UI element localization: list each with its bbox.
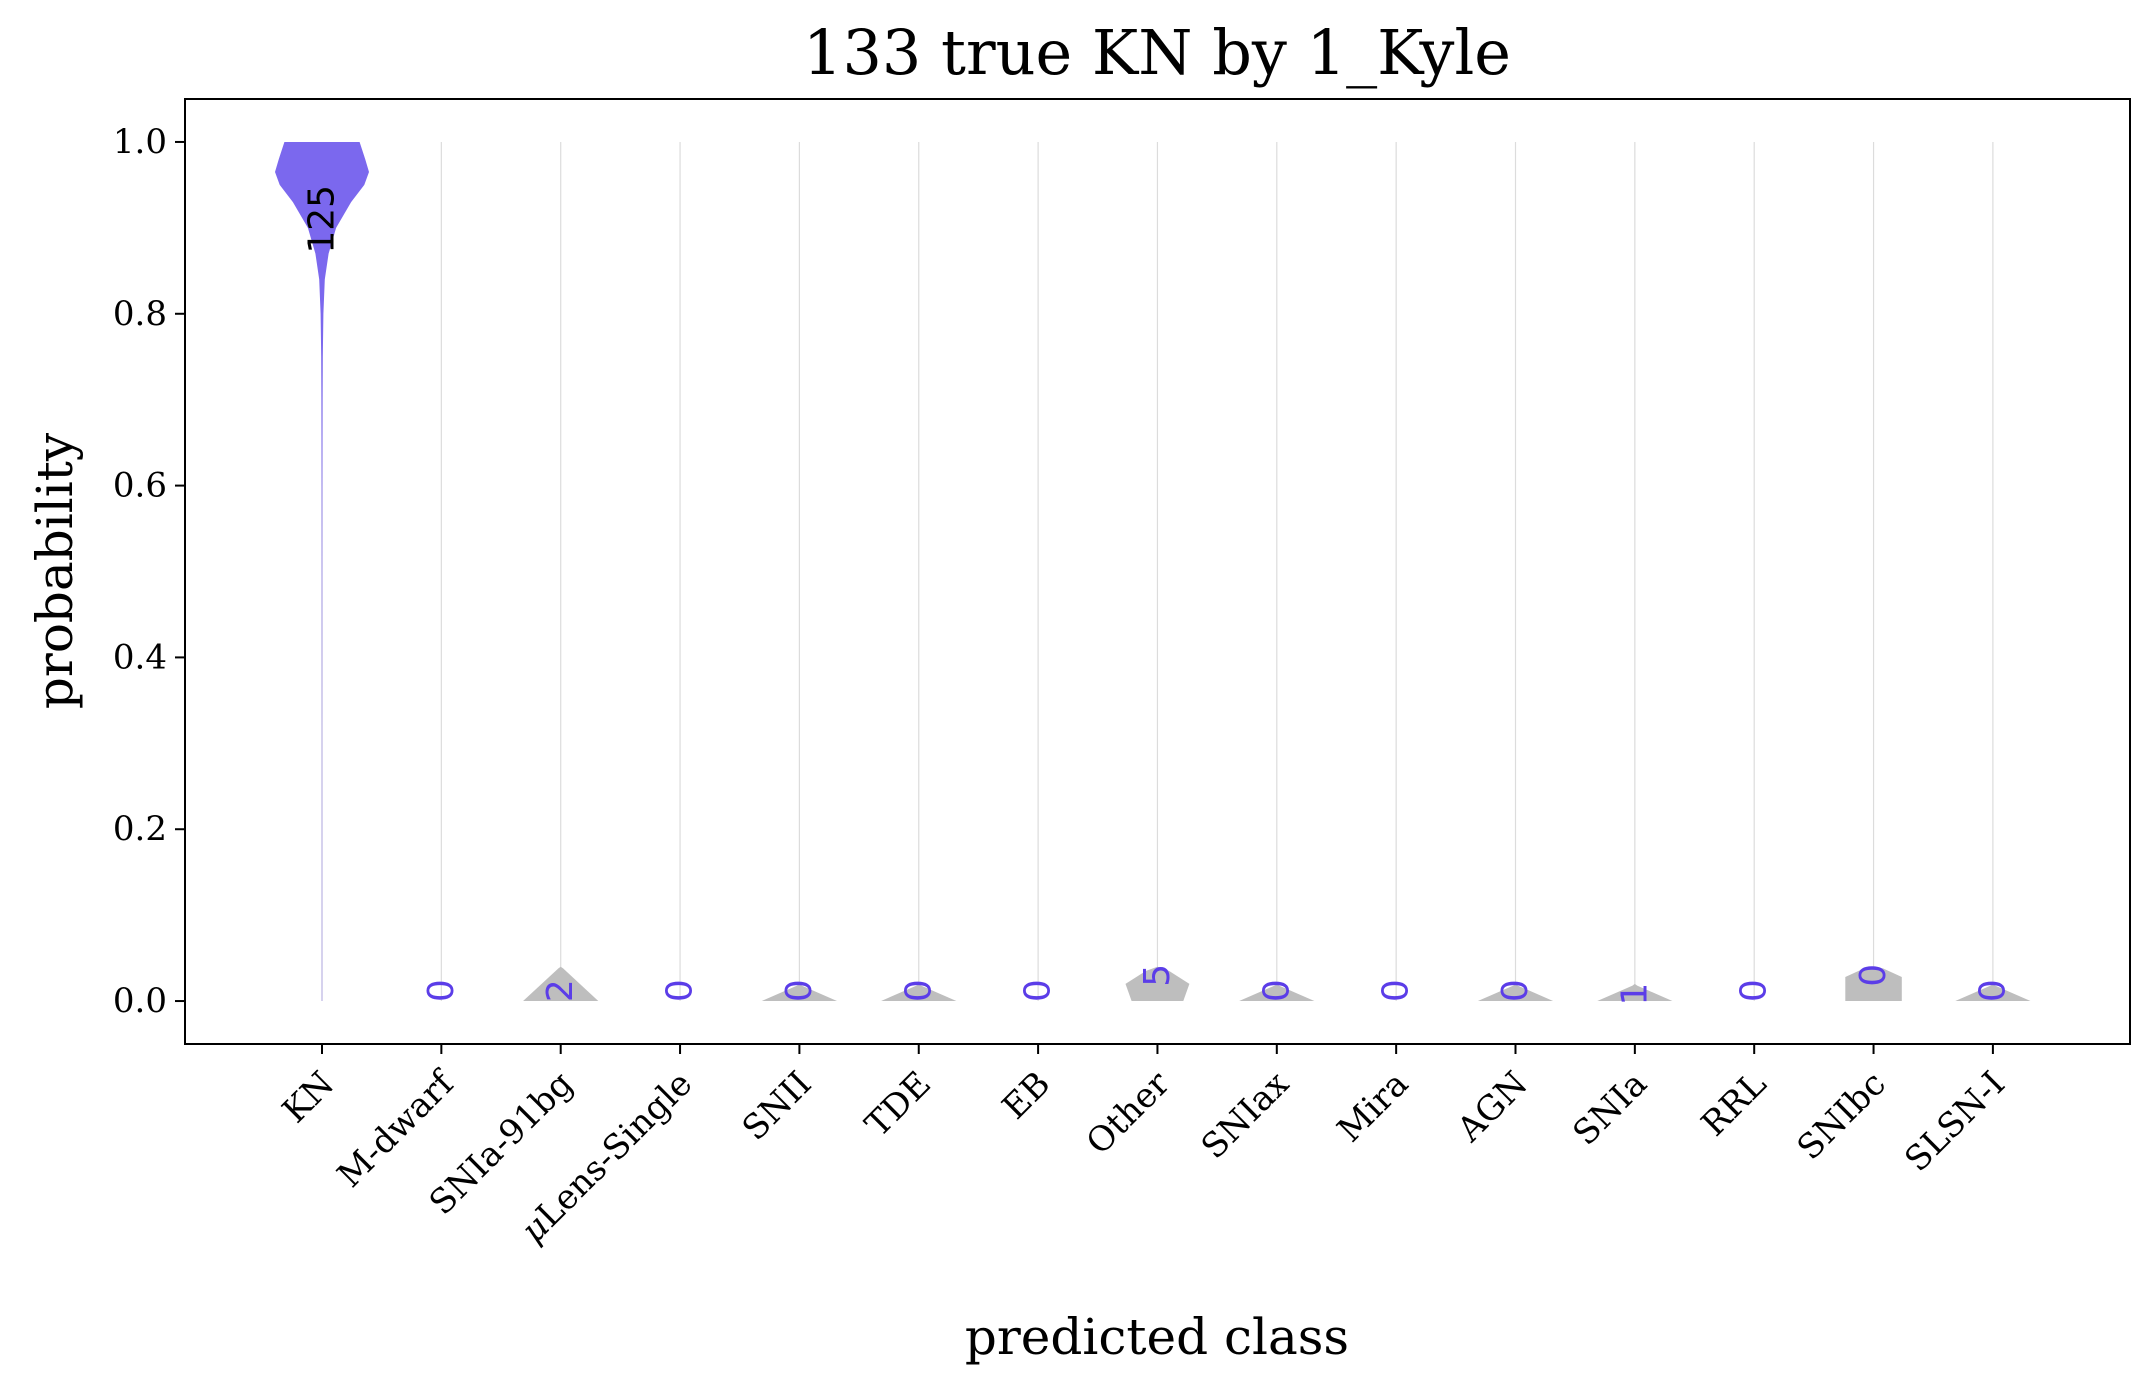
count-labels: 125 0 2 0 0 0 0 5 0 0 0 1 0 0 0 (302, 185, 2014, 1006)
violin-snii (761, 983, 837, 1001)
x-axis-title: predicted class (965, 1308, 1349, 1366)
violin-kn (275, 142, 369, 1001)
count-label-eb: 0 (1018, 979, 1059, 1002)
violins (275, 142, 2031, 1001)
violin-snia (1597, 983, 1673, 1001)
count-label-snibc: 0 (1853, 964, 1894, 987)
y-axis-title: probability (26, 432, 84, 709)
count-label-agn: 0 (1495, 979, 1536, 1002)
violin-other (1125, 966, 1190, 1001)
count-label-other: 5 (1137, 964, 1178, 987)
count-label-tde: 0 (898, 979, 939, 1002)
violin-tde (881, 983, 957, 1001)
y-tick-label: 0.4 (113, 637, 167, 677)
chart-title: 133 true KN by 1_Kyle (803, 16, 1511, 89)
count-label-snii: 0 (779, 979, 820, 1002)
count-label-m-dwarf: 0 (421, 979, 462, 1002)
count-label-rrl: 0 (1734, 979, 1775, 1002)
count-label-slsn-i: 0 (1972, 979, 2013, 1002)
y-tick-label: 0.2 (113, 809, 167, 849)
y-tick-label: 1.0 (113, 122, 167, 162)
violin-slsn-i (1955, 983, 2031, 1001)
y-tick-label: 0.8 (113, 294, 167, 334)
violin-snibc (1845, 966, 1902, 1001)
y-tick-label: 0.6 (113, 466, 167, 506)
count-label-snia: 1 (1614, 983, 1655, 1006)
violin-snia-91bg (523, 966, 599, 1001)
violin-agn (1477, 983, 1554, 1001)
grid-lines (321, 141, 1994, 1002)
count-label-sniax: 0 (1256, 979, 1297, 1002)
count-label-lens-single: 0 (660, 979, 701, 1002)
y-tick-label: 0.0 (113, 981, 167, 1021)
y-axis: 0.0 0.2 0.4 0.6 0.8 1.0 (113, 122, 185, 1021)
count-label-mira: 0 (1376, 979, 1417, 1002)
count-label-snia-91bg: 2 (540, 979, 581, 1002)
count-label-kn: 125 (302, 185, 343, 254)
violin-sniax (1239, 983, 1315, 1001)
